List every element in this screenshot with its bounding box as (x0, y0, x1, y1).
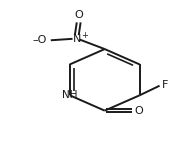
Text: –O: –O (33, 35, 47, 45)
Text: F: F (162, 80, 168, 90)
Text: +: + (82, 31, 88, 40)
Text: N: N (73, 34, 81, 44)
Text: O: O (74, 10, 83, 20)
Text: NH: NH (62, 90, 77, 100)
Text: O: O (135, 106, 143, 116)
